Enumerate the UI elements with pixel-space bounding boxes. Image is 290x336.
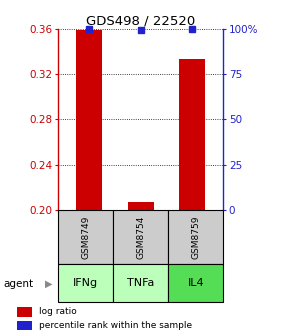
Bar bbox=[180, 59, 205, 210]
Bar bbox=[128, 202, 154, 210]
Bar bbox=[58, 264, 113, 302]
Text: percentile rank within the sample: percentile rank within the sample bbox=[39, 321, 192, 330]
Bar bbox=[113, 264, 168, 302]
Text: GSM8749: GSM8749 bbox=[81, 215, 90, 259]
Text: IFNg: IFNg bbox=[73, 278, 98, 288]
Text: agent: agent bbox=[3, 279, 33, 289]
Text: IL4: IL4 bbox=[187, 278, 204, 288]
Bar bbox=[17, 321, 32, 331]
Text: GSM8759: GSM8759 bbox=[191, 215, 200, 259]
Bar bbox=[168, 210, 223, 264]
Text: ▶: ▶ bbox=[45, 279, 52, 289]
Bar bbox=[58, 210, 113, 264]
Bar bbox=[113, 210, 168, 264]
Text: log ratio: log ratio bbox=[39, 307, 76, 317]
Title: GDS498 / 22520: GDS498 / 22520 bbox=[86, 14, 195, 28]
Bar bbox=[17, 307, 32, 317]
Text: TNFa: TNFa bbox=[127, 278, 154, 288]
Text: GSM8754: GSM8754 bbox=[136, 215, 145, 259]
Bar bbox=[168, 264, 223, 302]
Bar bbox=[76, 30, 102, 210]
